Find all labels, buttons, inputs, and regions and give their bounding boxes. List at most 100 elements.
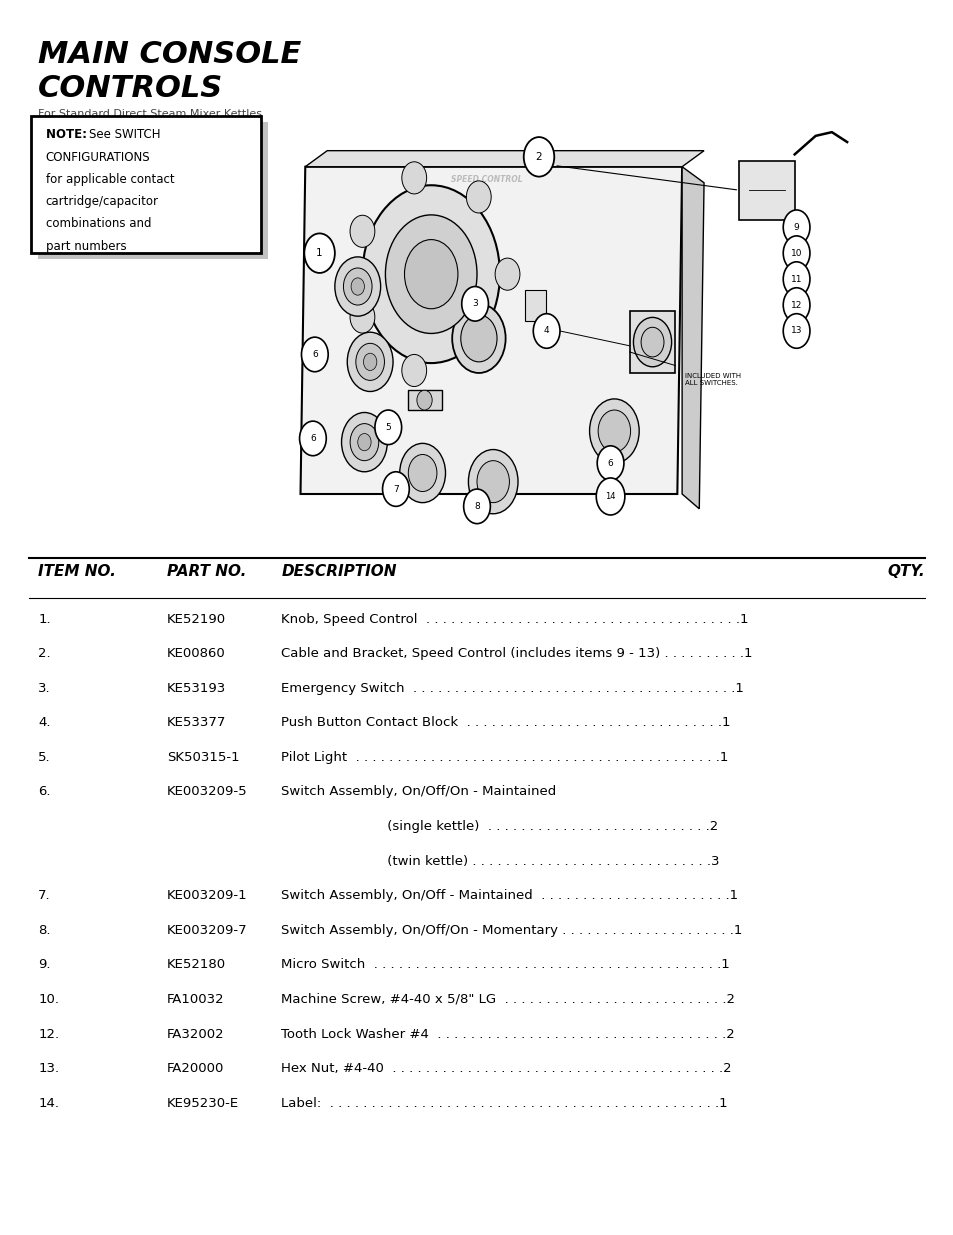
- Text: CONFIGURATIONS: CONFIGURATIONS: [46, 151, 151, 164]
- Circle shape: [401, 354, 426, 387]
- Circle shape: [362, 185, 499, 363]
- Circle shape: [640, 327, 663, 357]
- Text: QTY.: QTY.: [887, 564, 924, 579]
- FancyBboxPatch shape: [31, 116, 261, 253]
- Bar: [629, 311, 675, 373]
- Text: 4: 4: [543, 326, 549, 336]
- Circle shape: [350, 424, 378, 461]
- Circle shape: [351, 278, 364, 295]
- Circle shape: [633, 317, 671, 367]
- Text: combinations and: combinations and: [46, 217, 152, 231]
- Text: SPEED CONTROL: SPEED CONTROL: [450, 175, 522, 184]
- Circle shape: [461, 287, 488, 321]
- Text: 14: 14: [604, 492, 616, 501]
- Text: 7.: 7.: [38, 889, 51, 903]
- Circle shape: [385, 215, 476, 333]
- Text: See SWITCH: See SWITCH: [89, 128, 160, 142]
- Circle shape: [401, 162, 426, 194]
- Text: Pilot Light  . . . . . . . . . . . . . . . . . . . . . . . . . . . . . . . . . .: Pilot Light . . . . . . . . . . . . . . …: [281, 751, 728, 764]
- Text: KE003209-5: KE003209-5: [167, 785, 248, 799]
- Text: Machine Screw, #4-40 x 5/8" LG  . . . . . . . . . . . . . . . . . . . . . . . . : Machine Screw, #4-40 x 5/8" LG . . . . .…: [281, 993, 735, 1007]
- Text: 2.: 2.: [38, 647, 51, 661]
- Text: 5: 5: [385, 422, 391, 432]
- Text: MAIN CONSOLE: MAIN CONSOLE: [38, 40, 301, 68]
- Circle shape: [782, 288, 809, 322]
- Circle shape: [350, 215, 375, 247]
- Text: For Standard Direct Steam Mixer Kettles: For Standard Direct Steam Mixer Kettles: [38, 109, 262, 119]
- Circle shape: [597, 446, 623, 480]
- Text: Emergency Switch  . . . . . . . . . . . . . . . . . . . . . . . . . . . . . . . : Emergency Switch . . . . . . . . . . . .…: [281, 682, 743, 695]
- Text: NOTE:: NOTE:: [46, 128, 91, 142]
- Text: 8: 8: [474, 501, 479, 511]
- Text: 8.: 8.: [38, 924, 51, 937]
- Text: 6: 6: [607, 458, 613, 468]
- Text: KE00860: KE00860: [167, 647, 226, 661]
- Circle shape: [598, 410, 630, 452]
- Text: (twin kettle) . . . . . . . . . . . . . . . . . . . . . . . . . . . . .3: (twin kettle) . . . . . . . . . . . . . …: [281, 855, 720, 868]
- Text: part numbers: part numbers: [46, 240, 127, 253]
- Text: Push Button Contact Block  . . . . . . . . . . . . . . . . . . . . . . . . . . .: Push Button Contact Block . . . . . . . …: [281, 716, 730, 730]
- Text: (single kettle)  . . . . . . . . . . . . . . . . . . . . . . . . . . .2: (single kettle) . . . . . . . . . . . . …: [281, 820, 718, 834]
- Text: Micro Switch  . . . . . . . . . . . . . . . . . . . . . . . . . . . . . . . . . : Micro Switch . . . . . . . . . . . . . .…: [281, 958, 729, 972]
- Polygon shape: [681, 167, 703, 509]
- Text: KE52190: KE52190: [167, 613, 226, 626]
- Text: Tooth Lock Washer #4  . . . . . . . . . . . . . . . . . . . . . . . . . . . . . : Tooth Lock Washer #4 . . . . . . . . . .…: [281, 1028, 735, 1041]
- Text: FA20000: FA20000: [167, 1062, 224, 1076]
- Circle shape: [596, 478, 624, 515]
- Circle shape: [416, 390, 432, 410]
- Text: FA10032: FA10032: [167, 993, 224, 1007]
- Circle shape: [375, 410, 401, 445]
- Text: 3: 3: [472, 299, 477, 309]
- Text: ITEM NO.: ITEM NO.: [38, 564, 116, 579]
- Text: FA32002: FA32002: [167, 1028, 224, 1041]
- Circle shape: [347, 332, 393, 391]
- Text: 4.: 4.: [38, 716, 51, 730]
- Circle shape: [452, 304, 505, 373]
- Circle shape: [363, 353, 376, 370]
- Text: KE95230-E: KE95230-E: [167, 1097, 239, 1110]
- Circle shape: [782, 210, 809, 245]
- Circle shape: [589, 399, 639, 463]
- Circle shape: [466, 336, 491, 368]
- Text: KE003209-7: KE003209-7: [167, 924, 248, 937]
- Text: Label:  . . . . . . . . . . . . . . . . . . . . . . . . . . . . . . . . . . . . : Label: . . . . . . . . . . . . . . . . .…: [281, 1097, 727, 1110]
- Text: 14.: 14.: [38, 1097, 59, 1110]
- Circle shape: [523, 137, 554, 177]
- Text: 10.: 10.: [38, 993, 59, 1007]
- Text: PART NO.: PART NO.: [167, 564, 246, 579]
- Circle shape: [533, 314, 559, 348]
- Text: CONTROLS: CONTROLS: [38, 74, 223, 103]
- Circle shape: [343, 268, 372, 305]
- Circle shape: [341, 412, 387, 472]
- Circle shape: [782, 236, 809, 270]
- Polygon shape: [300, 167, 681, 494]
- Circle shape: [468, 450, 517, 514]
- Text: 6: 6: [310, 433, 315, 443]
- Text: 1.: 1.: [38, 613, 51, 626]
- Text: 2: 2: [536, 152, 541, 162]
- Circle shape: [350, 301, 375, 333]
- Text: Switch Assembly, On/Off/On - Maintained: Switch Assembly, On/Off/On - Maintained: [281, 785, 557, 799]
- Text: Hex Nut, #4-40  . . . . . . . . . . . . . . . . . . . . . . . . . . . . . . . . : Hex Nut, #4-40 . . . . . . . . . . . . .…: [281, 1062, 731, 1076]
- Text: KE53377: KE53377: [167, 716, 226, 730]
- Text: SK50315-1: SK50315-1: [167, 751, 239, 764]
- Text: KE52180: KE52180: [167, 958, 226, 972]
- Circle shape: [335, 257, 380, 316]
- Text: DESCRIPTION: DESCRIPTION: [281, 564, 396, 579]
- Bar: [739, 161, 794, 220]
- Text: Switch Assembly, On/Off - Maintained  . . . . . . . . . . . . . . . . . . . . . : Switch Assembly, On/Off - Maintained . .…: [281, 889, 738, 903]
- Circle shape: [301, 337, 328, 372]
- Circle shape: [357, 433, 371, 451]
- Circle shape: [782, 314, 809, 348]
- Circle shape: [466, 180, 491, 212]
- Text: 13.: 13.: [38, 1062, 59, 1076]
- Text: 6: 6: [312, 350, 317, 359]
- Circle shape: [404, 240, 457, 309]
- Circle shape: [355, 343, 384, 380]
- Circle shape: [399, 443, 445, 503]
- Circle shape: [460, 315, 497, 362]
- Text: 11: 11: [790, 274, 801, 284]
- Text: 10: 10: [790, 248, 801, 258]
- Circle shape: [495, 258, 519, 290]
- Circle shape: [782, 262, 809, 296]
